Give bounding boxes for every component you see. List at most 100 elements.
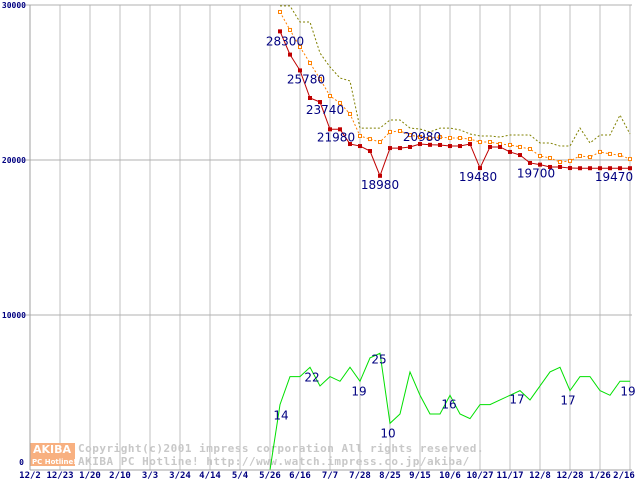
min-price-label: 23740 bbox=[306, 103, 344, 117]
min-price-point bbox=[278, 29, 282, 34]
watermark: AKIBA PC Hotline! Copyright(c)2001 impre… bbox=[30, 442, 484, 468]
series-layer bbox=[30, 5, 632, 471]
min-price-point bbox=[578, 166, 582, 171]
avg-price-point bbox=[418, 135, 422, 140]
x-tick-label: 1/20 bbox=[79, 471, 101, 480]
copyright-text: Copyright(c)2001 impress corporation All… bbox=[78, 442, 484, 455]
x-tick-label: 3/3 bbox=[142, 471, 158, 480]
avg-price-point bbox=[308, 60, 312, 65]
logo-box-bottom bbox=[30, 456, 75, 466]
avg-price-point bbox=[388, 129, 392, 134]
avg-price-point bbox=[428, 135, 432, 140]
min-price-label: 25780 bbox=[287, 72, 325, 86]
min-price-point bbox=[348, 142, 352, 147]
shop-count-label: 19 bbox=[620, 384, 635, 398]
shop-count-label: 19 bbox=[351, 384, 366, 398]
x-tick-label: 10/27 bbox=[466, 471, 493, 480]
min-price-label: 19470 bbox=[595, 170, 633, 184]
min-price-label: 19480 bbox=[459, 170, 497, 184]
y-tick-label: 20000 bbox=[2, 156, 26, 165]
avg-price-point bbox=[328, 93, 332, 98]
min-price-point bbox=[338, 127, 342, 132]
min-price-point bbox=[498, 144, 502, 149]
min-price-point bbox=[388, 146, 392, 151]
y-tick-label: 30000 bbox=[2, 1, 26, 10]
logo-text: AKIBA bbox=[33, 443, 72, 456]
x-tick-label: 12/23 bbox=[46, 471, 73, 480]
avg-price-point bbox=[338, 100, 342, 105]
grid bbox=[24, 4, 632, 470]
min-price-point bbox=[448, 144, 452, 149]
x-tick-label: 12/2 bbox=[19, 471, 41, 480]
min-price-point bbox=[308, 96, 312, 100]
min-price-point bbox=[478, 166, 482, 171]
shop-count-label: 10 bbox=[380, 426, 395, 440]
x-tick-label: 11/17 bbox=[496, 471, 523, 480]
min-price-point bbox=[408, 144, 412, 149]
min-price-label: 18980 bbox=[361, 178, 399, 192]
x-tick-label: 2/10 bbox=[109, 471, 131, 480]
avg-price-point bbox=[628, 157, 632, 162]
y-tick-label: 0 bbox=[19, 458, 24, 467]
avg-price-point bbox=[598, 149, 602, 154]
min-price-point bbox=[588, 166, 592, 171]
avg-price-point bbox=[348, 111, 352, 116]
x-tick-label: 12/28 bbox=[556, 471, 583, 480]
min-price-point bbox=[358, 144, 362, 149]
min-price-label: 28300 bbox=[266, 34, 304, 48]
series-line-max-price bbox=[280, 5, 631, 147]
value-labels: 28300 25780 23740 21980 18980 20980 19480 19700… bbox=[266, 34, 636, 440]
min-price-point bbox=[568, 166, 572, 171]
avg-price-point bbox=[438, 135, 442, 140]
site-url-text: AKIBA PC Hotline! http://www.watch.impre… bbox=[78, 455, 470, 468]
min-price-point bbox=[458, 144, 462, 149]
x-tick-label: 8/25 bbox=[379, 471, 401, 480]
min-price-point bbox=[628, 166, 632, 171]
avg-price-point bbox=[378, 140, 382, 145]
avg-price-point bbox=[548, 155, 552, 160]
min-price-point bbox=[538, 162, 542, 167]
avg-price-point bbox=[488, 140, 492, 145]
min-price-point bbox=[608, 166, 612, 171]
avg-price-point bbox=[368, 137, 372, 142]
avg-price-point bbox=[478, 140, 482, 145]
shop-count-label: 22 bbox=[304, 370, 319, 384]
x-tick-label: 6/16 bbox=[289, 471, 311, 480]
min-price-point bbox=[488, 144, 492, 149]
x-tick-label: 3/24 bbox=[169, 471, 191, 480]
logo-box-top bbox=[30, 443, 75, 456]
min-price-point bbox=[318, 100, 322, 105]
min-price-label: 20980 bbox=[403, 130, 441, 144]
min-price-point bbox=[428, 142, 432, 147]
x-tick-label: 5/26 bbox=[259, 471, 281, 480]
x-tick-label: 10/6 bbox=[439, 471, 461, 480]
avg-price-point bbox=[608, 151, 612, 156]
x-tick-label: 2/16 bbox=[613, 471, 635, 480]
avg-price-point bbox=[468, 137, 472, 142]
min-price-point bbox=[518, 153, 522, 158]
avg-price-point bbox=[408, 133, 412, 138]
avg-price-point bbox=[358, 133, 362, 138]
min-price-point bbox=[288, 52, 292, 57]
shop-count-label: 14 bbox=[273, 409, 288, 423]
shop-count-label: 17 bbox=[509, 393, 524, 407]
min-price-point bbox=[468, 142, 472, 147]
y-tick-label: 10000 bbox=[2, 311, 26, 320]
avg-price-point bbox=[278, 9, 282, 14]
min-price-point bbox=[398, 146, 402, 151]
shop-count-label: 25 bbox=[371, 352, 386, 366]
min-price-point bbox=[558, 164, 562, 169]
avg-price-point bbox=[518, 144, 522, 149]
avg-price-point bbox=[448, 135, 452, 140]
x-tick-label: 1/26 bbox=[589, 471, 611, 480]
min-price-point bbox=[378, 173, 382, 178]
avg-price-point bbox=[288, 27, 292, 32]
min-price-point bbox=[418, 142, 422, 147]
min-price-point bbox=[368, 149, 372, 154]
avg-price-point bbox=[528, 146, 532, 151]
min-price-point bbox=[298, 68, 302, 73]
x-tick-label: 7/7 bbox=[322, 471, 338, 480]
